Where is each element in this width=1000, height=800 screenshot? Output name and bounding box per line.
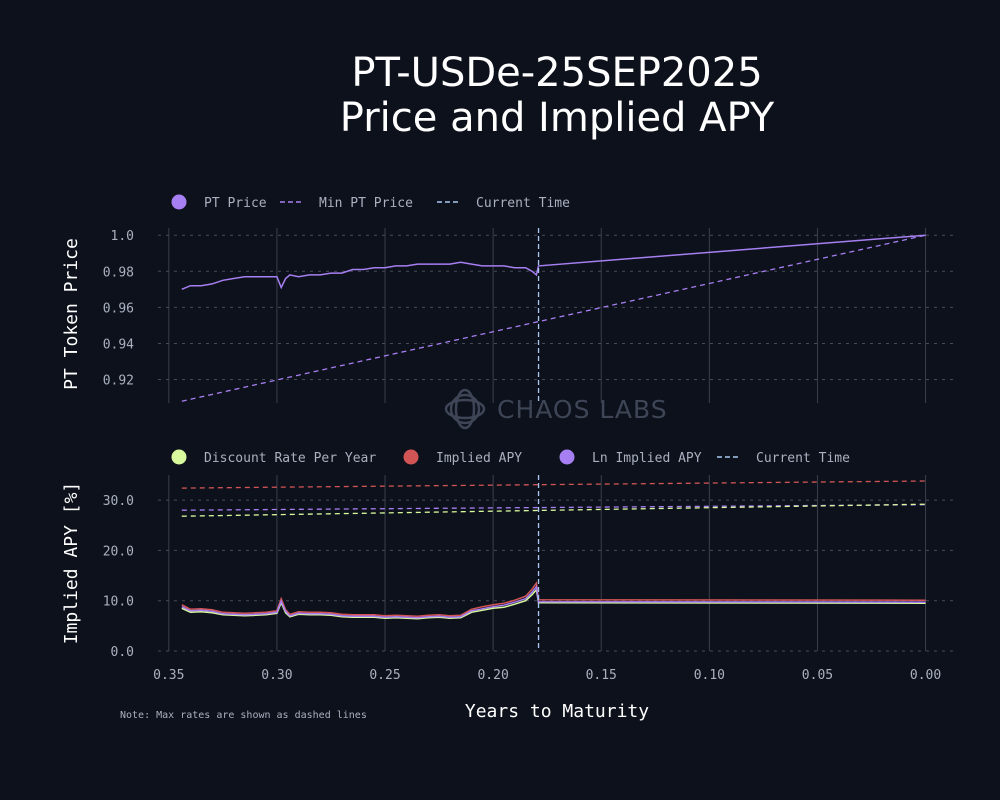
apy-y-tick-label: 20.0 <box>103 544 134 559</box>
apy-legend-dot-marker <box>559 449 575 465</box>
apy-y-axis-label: Implied APY [%] <box>61 482 82 645</box>
footnote: Note: Max rates are shown as dashed line… <box>120 710 367 721</box>
price-min-pt-price-max-line <box>181 234 926 402</box>
apy-ln-implied-apy-line <box>181 584 926 619</box>
price-legend-item: Current Time <box>437 196 570 211</box>
chart-title-line1: PT-USDe-25SEP2025 <box>351 50 762 96</box>
price-y-tick-label: 0.98 <box>103 265 134 280</box>
apy-implied-apy-max-line <box>181 480 926 489</box>
apy-legend-label: Discount Rate Per Year <box>204 451 376 466</box>
apy-y-tick-label: 0.0 <box>111 645 134 660</box>
apy-implied-apy-line <box>181 581 926 618</box>
apy-y-tick-label: 30.0 <box>103 494 134 509</box>
apy-legend-label: Current Time <box>756 451 850 466</box>
apy-x-tick-label: 0.00 <box>910 668 941 683</box>
apy-x-tick-label: 0.25 <box>369 668 400 683</box>
apy-x-tick-label: 0.20 <box>477 668 508 683</box>
apy-legend-label: Ln Implied APY <box>592 451 702 466</box>
price-y-tick-label: 0.94 <box>103 337 134 352</box>
price-y-tick-label: 0.92 <box>103 374 134 389</box>
x-axis-label: Years to Maturity <box>465 701 649 722</box>
apy-ln-implied-apy-max-line <box>181 504 926 511</box>
apy-x-tick-label: 0.10 <box>694 668 725 683</box>
price-legend-label: PT Price <box>204 196 267 211</box>
chart-title-line2: Price and Implied APY <box>340 95 775 141</box>
price-y-axis-label: PT Token Price <box>61 238 82 390</box>
price-legend-item: Min PT Price <box>280 196 413 211</box>
apy-x-tick-label: 0.30 <box>261 668 292 683</box>
apy-legend-item: Ln Implied APY <box>559 449 702 466</box>
price-legend-item: PT Price <box>171 194 267 211</box>
watermark-text: CHAOS LABS <box>497 395 668 424</box>
price-panel: 0.92 0.94 0.96 0.98 1.0 PT Price Min PT Price C… <box>103 194 958 403</box>
apy-legend-item: Current Time <box>717 451 850 466</box>
apy-x-tick-label: 0.15 <box>586 668 617 683</box>
apy-x-tick-label: 0.35 <box>153 668 184 683</box>
apy-y-tick-label: 10.0 <box>103 595 134 610</box>
price-legend-label: Min PT Price <box>319 196 413 211</box>
apy-x-tick-label: 0.05 <box>802 668 833 683</box>
price-legend-dot-marker <box>171 194 187 210</box>
watermark-logo: CHAOS LABS <box>444 388 668 430</box>
apy-legend-dot-marker <box>171 449 187 465</box>
apy-discount-rate-per-year-max-line <box>181 503 926 517</box>
apy-legend-item: Implied APY <box>403 449 522 466</box>
price-legend-label: Current Time <box>476 196 570 211</box>
apy-discount-rate-per-year-line <box>181 587 926 620</box>
price-pt-price-line <box>181 234 926 290</box>
price-y-tick-label: 1.0 <box>111 229 134 244</box>
apy-legend-dot-marker <box>403 449 419 465</box>
apy-panel: 0.0 10.0 20.0 30.0 0.35 0.30 0.25 0.20 0.15 0.10 0… <box>103 449 958 683</box>
apy-legend-label: Implied APY <box>436 451 522 466</box>
chaos-labs-logo-icon <box>444 388 486 430</box>
apy-legend-item: Discount Rate Per Year <box>171 449 376 466</box>
price-y-tick-label: 0.96 <box>103 301 134 316</box>
